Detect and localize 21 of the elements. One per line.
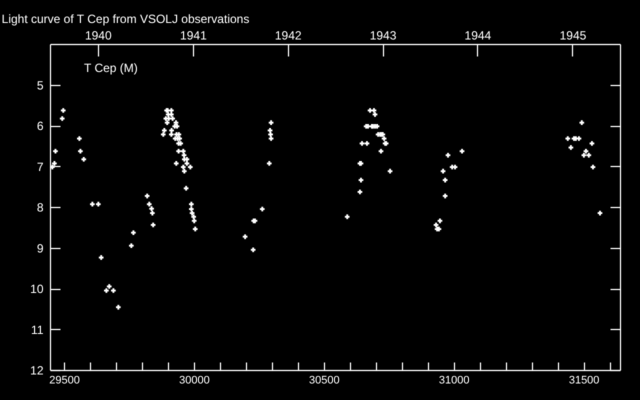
- x-tick-label: 30000: [179, 374, 210, 386]
- x2-tick-label: 1943: [370, 28, 397, 42]
- y-tick-label: 12: [30, 364, 44, 378]
- x-tick-label: 31000: [438, 374, 470, 386]
- y-tick-label: 10: [30, 282, 44, 296]
- x2-tick-label: 1942: [274, 28, 302, 42]
- y-tick-label: 11: [31, 322, 44, 337]
- x2-tick-label: 1945: [560, 28, 587, 42]
- x2-tick-label: 1944: [464, 28, 492, 42]
- text: T Cep (M): [84, 61, 138, 75]
- chart-title: Light curve of T Cep from VSOLJ observations: [2, 12, 250, 26]
- y-tick-label: 8: [36, 200, 44, 214]
- y-tick-label: 6: [36, 119, 44, 133]
- x-tick-label: 31500: [568, 374, 600, 386]
- x2-tick-label: 1941: [180, 28, 208, 42]
- y-tick-label: 7: [36, 160, 44, 174]
- x2-tick-label: 1940: [84, 28, 112, 42]
- x-tick-label: 29500: [49, 374, 80, 386]
- y-tick-label: 9: [36, 241, 44, 256]
- x-tick-label: 30500: [309, 374, 340, 386]
- y-tick-label: 5: [36, 78, 44, 92]
